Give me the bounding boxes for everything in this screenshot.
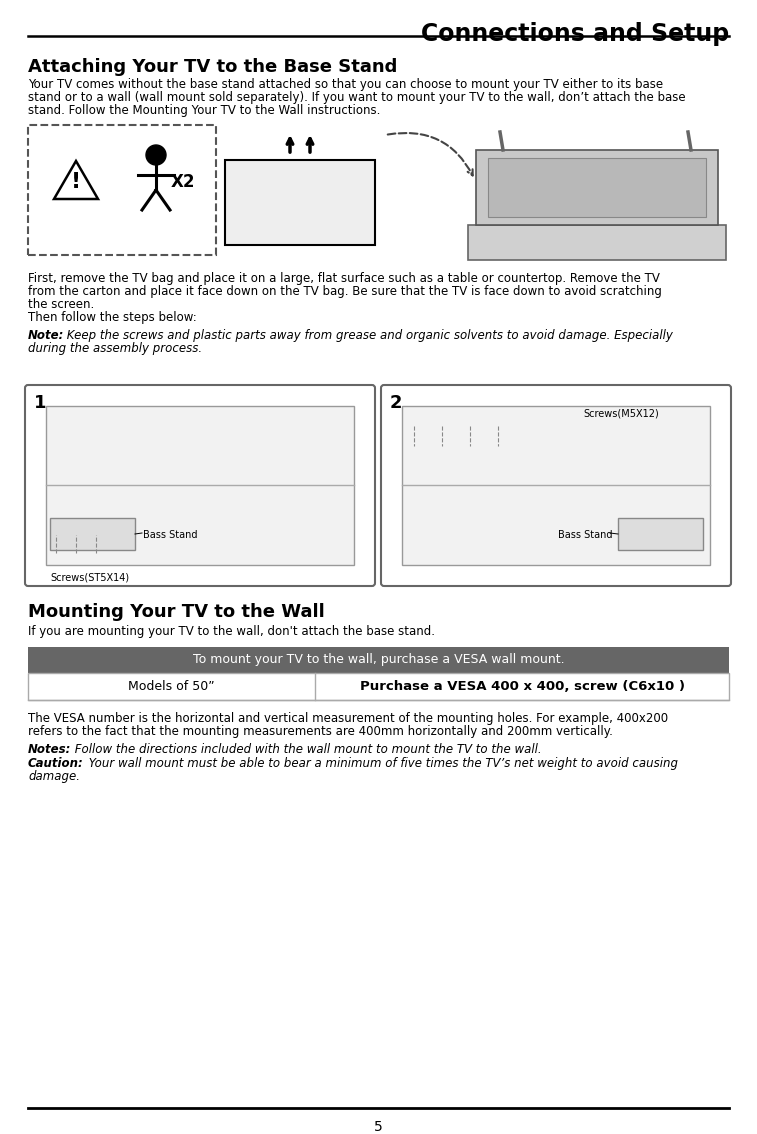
Text: Screws(M5X12): Screws(M5X12) bbox=[583, 408, 659, 418]
Text: Mounting Your TV to the Wall: Mounting Your TV to the Wall bbox=[28, 603, 325, 621]
Text: !: ! bbox=[71, 172, 81, 192]
Text: Your wall mount must be able to bear a minimum of five times the TV’s net weight: Your wall mount must be able to bear a m… bbox=[85, 758, 678, 770]
Text: Bass Stand: Bass Stand bbox=[143, 530, 198, 540]
FancyBboxPatch shape bbox=[28, 125, 216, 255]
Text: Attaching Your TV to the Base Stand: Attaching Your TV to the Base Stand bbox=[28, 58, 397, 76]
Text: Caution:: Caution: bbox=[28, 758, 84, 770]
Text: damage.: damage. bbox=[28, 770, 80, 782]
Text: Bass Stand: Bass Stand bbox=[558, 530, 612, 540]
Polygon shape bbox=[54, 161, 98, 198]
Bar bbox=[28, 672, 729, 700]
Text: stand or to a wall (wall mount sold separately). If you want to mount your TV to: stand or to a wall (wall mount sold sepa… bbox=[28, 91, 686, 104]
Bar bbox=[618, 518, 703, 550]
Text: 1: 1 bbox=[34, 393, 46, 412]
Text: the screen.: the screen. bbox=[28, 298, 95, 311]
FancyBboxPatch shape bbox=[468, 225, 726, 260]
Text: refers to the fact that the mounting measurements are 400mm horizontally and 200: refers to the fact that the mounting mea… bbox=[28, 725, 613, 738]
Text: Notes:: Notes: bbox=[28, 743, 71, 756]
Text: Models of 50”: Models of 50” bbox=[129, 680, 215, 693]
Text: The VESA number is the horizontal and vertical measurement of the mounting holes: The VESA number is the horizontal and ve… bbox=[28, 712, 668, 725]
FancyBboxPatch shape bbox=[381, 386, 731, 586]
Text: Purchase a VESA 400 x 400, screw (C6x10 ): Purchase a VESA 400 x 400, screw (C6x10 … bbox=[360, 680, 684, 693]
Bar bbox=[28, 648, 729, 672]
Text: stand. Follow the Mounting Your TV to the Wall instructions.: stand. Follow the Mounting Your TV to th… bbox=[28, 104, 380, 117]
Text: 5: 5 bbox=[374, 1120, 383, 1134]
Text: 2: 2 bbox=[390, 393, 403, 412]
Circle shape bbox=[146, 145, 166, 166]
Bar bbox=[50, 518, 135, 550]
Text: Note:: Note: bbox=[28, 329, 64, 342]
Text: To mount your TV to the wall, purchase a VESA wall mount.: To mount your TV to the wall, purchase a… bbox=[193, 653, 564, 667]
Text: Keep the screws and plastic parts away from grease and organic solvents to avoid: Keep the screws and plastic parts away f… bbox=[63, 329, 673, 342]
Bar bbox=[225, 160, 375, 245]
Bar bbox=[488, 158, 706, 217]
Text: from the carton and place it face down on the TV bag. Be sure that the TV is fac: from the carton and place it face down o… bbox=[28, 285, 662, 298]
Bar bbox=[402, 406, 710, 565]
Text: Your TV comes without the base stand attached so that you can choose to mount yo: Your TV comes without the base stand att… bbox=[28, 78, 663, 91]
Text: Screws(ST5X14): Screws(ST5X14) bbox=[50, 573, 129, 583]
Text: during the assembly process.: during the assembly process. bbox=[28, 342, 202, 355]
Text: Connections and Setup: Connections and Setup bbox=[421, 22, 729, 46]
Bar bbox=[46, 406, 354, 565]
Text: X2: X2 bbox=[171, 174, 195, 191]
FancyBboxPatch shape bbox=[25, 386, 375, 586]
Text: If you are mounting your TV to the wall, don't attach the base stand.: If you are mounting your TV to the wall,… bbox=[28, 625, 435, 638]
Text: Then follow the steps below:: Then follow the steps below: bbox=[28, 311, 197, 324]
Text: Follow the directions included with the wall mount to mount the TV to the wall.: Follow the directions included with the … bbox=[71, 743, 541, 756]
Bar bbox=[476, 150, 718, 225]
Text: First, remove the TV bag and place it on a large, flat surface such as a table o: First, remove the TV bag and place it on… bbox=[28, 272, 660, 285]
